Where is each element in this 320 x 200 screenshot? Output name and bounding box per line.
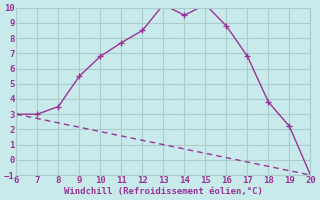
X-axis label: Windchill (Refroidissement éolien,°C): Windchill (Refroidissement éolien,°C) bbox=[64, 187, 263, 196]
